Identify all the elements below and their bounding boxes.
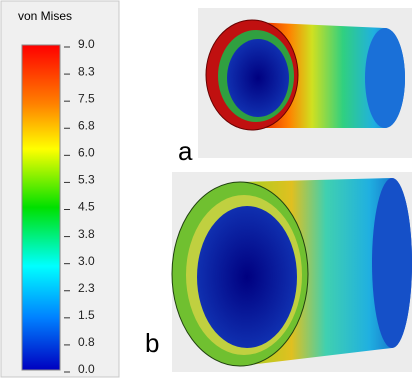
cylinder-end: [372, 178, 412, 348]
tick-label: 3.8: [78, 227, 95, 241]
cylinder-bore: [197, 206, 297, 348]
cylinder-end: [365, 28, 405, 128]
cylinder-b: [172, 178, 412, 366]
tick-label: 7.5: [78, 91, 95, 105]
tick-label: 0.8: [78, 335, 95, 349]
colorbar: [22, 45, 60, 370]
tick-label: 6.0: [78, 146, 95, 160]
page: von Mises 9.0 8.3 7.5 6.8 6.0 5.3 4.5 3.8 3.0 2.3…: [0, 0, 417, 378]
cylinder-bore: [227, 39, 289, 117]
cylinder-a: [206, 20, 405, 130]
tick-label: 4.5: [78, 200, 95, 214]
figure: von Mises 9.0 8.3 7.5 6.8 6.0 5.3 4.5 3.8 3.0 2.3…: [0, 0, 417, 378]
panel-label: b: [145, 328, 159, 358]
tick-label: 2.3: [78, 281, 95, 295]
panel-label: a: [178, 136, 193, 166]
tick-label: 0.0: [78, 362, 95, 376]
tick-label: 3.0: [78, 254, 95, 268]
colorbar-title: von Mises: [18, 9, 72, 23]
tick-label: 1.5: [78, 308, 95, 322]
tick-label: 8.3: [78, 64, 95, 78]
tick-label: 5.3: [78, 173, 95, 187]
tick-label: 9.0: [78, 37, 95, 51]
tick-label: 6.8: [78, 118, 95, 132]
